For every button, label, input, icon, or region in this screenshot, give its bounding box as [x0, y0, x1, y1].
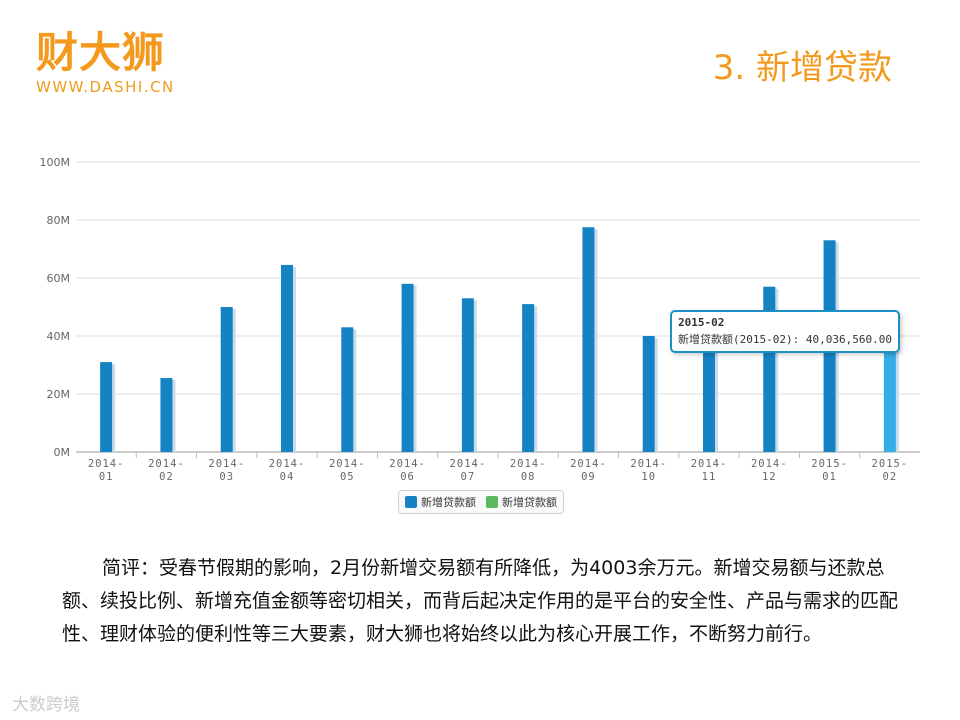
logo-text: 财大狮	[36, 28, 166, 77]
y-tick-label: 20M	[47, 388, 71, 401]
x-tick-label: 03	[219, 471, 234, 483]
tooltip-text: 新增贷款额(2015-02): 40,036,560.00	[678, 333, 892, 346]
x-tick-label: 01	[822, 471, 837, 483]
y-tick-label: 80M	[47, 214, 71, 227]
brand-logo: 财大狮 WWW.DASHI.CN	[36, 28, 175, 97]
x-tick-label: 2014-	[751, 458, 788, 470]
legend-label: 新增贷款额	[502, 496, 557, 509]
y-tick-label: 100M	[40, 156, 71, 169]
commentary-text: 简评：受春节假期的影响，2月份新增交易额有所降低，为4003余万元。新增交易额与…	[62, 557, 899, 645]
bar	[401, 283, 414, 452]
x-tick-label: 2014-	[691, 458, 728, 470]
legend-label: 新增贷款额	[421, 496, 476, 509]
bar	[461, 298, 474, 452]
x-tick-label: 2014-	[570, 458, 607, 470]
bar	[883, 335, 896, 452]
x-tick-label: 2014-	[450, 458, 487, 470]
x-tick-label: 11	[702, 471, 717, 483]
bar-chart: 0M20M40M60M80M100M2014-012014-022014-032…	[40, 156, 920, 483]
x-tick-label: 2014-	[269, 458, 306, 470]
legend-item-green[interactable]: 新增贷款额	[486, 494, 557, 510]
x-tick-label: 09	[581, 471, 596, 483]
x-tick-label: 2014-	[630, 458, 667, 470]
y-tick-label: 40M	[47, 330, 71, 343]
x-tick-label: 07	[461, 471, 476, 483]
y-tick-label: 60M	[47, 272, 71, 285]
bar	[220, 307, 233, 452]
x-tick-label: 2014-	[329, 458, 366, 470]
x-tick-label: 06	[400, 471, 415, 483]
bar	[703, 341, 715, 452]
x-tick-label: 05	[340, 471, 355, 483]
legend-swatch-blue	[405, 496, 417, 508]
x-tick-label: 04	[280, 471, 295, 483]
bar	[281, 264, 293, 452]
slide-title: 3. 新增贷款	[712, 48, 892, 88]
tooltip-title: 2015-02	[678, 316, 725, 329]
chart-legend: 新增贷款额 新增贷款额	[398, 490, 564, 514]
x-tick-label: 12	[762, 471, 777, 483]
bar	[642, 336, 655, 452]
x-tick-label: 2014-	[88, 458, 125, 470]
watermark: 大数跨境	[12, 695, 80, 715]
bar	[160, 378, 173, 452]
x-tick-label: 02	[159, 471, 174, 483]
bar	[582, 227, 595, 452]
x-tick-label: 01	[99, 471, 114, 483]
x-tick-label: 10	[641, 471, 656, 483]
bar	[341, 327, 354, 452]
x-tick-label: 08	[521, 471, 536, 483]
x-tick-label: 2015-	[872, 458, 909, 470]
y-tick-label: 0M	[54, 446, 71, 459]
logo-url: WWW.DASHI.CN	[36, 78, 175, 96]
bar	[100, 362, 113, 452]
x-tick-label: 2014-	[208, 458, 245, 470]
legend-swatch-green	[486, 496, 498, 508]
x-tick-label: 2015-	[811, 458, 848, 470]
x-tick-label: 02	[883, 471, 898, 483]
x-tick-label: 2014-	[148, 458, 185, 470]
bar	[522, 304, 535, 452]
chart-tooltip: 2015-02 新增贷款额(2015-02): 40,036,560.00	[670, 310, 900, 353]
x-tick-label: 2014-	[389, 458, 426, 470]
x-tick-label: 2014-	[510, 458, 547, 470]
legend-item-blue[interactable]: 新增贷款额	[405, 494, 476, 510]
